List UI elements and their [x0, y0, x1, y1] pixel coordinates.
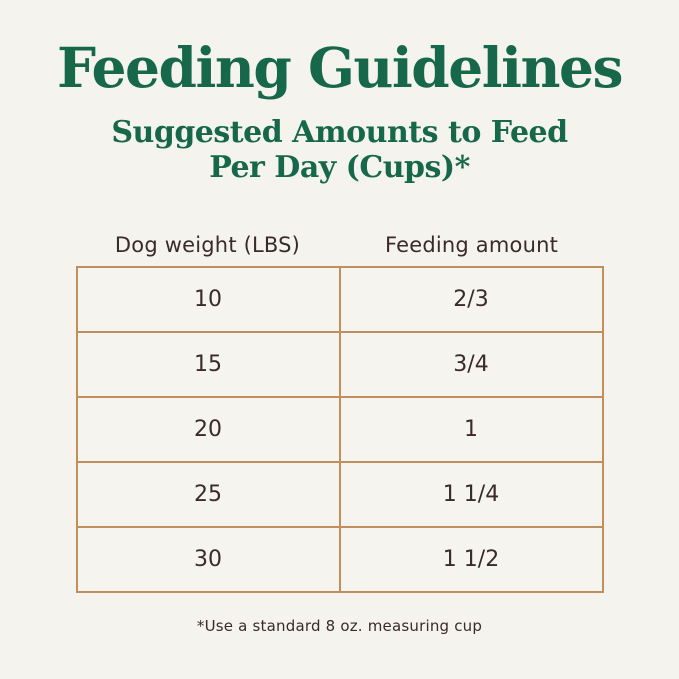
footnote: *Use a standard 8 oz. measuring cup [196, 617, 483, 636]
amount-cell: 1 [338, 396, 604, 464]
weight-cell: 30 [75, 526, 341, 594]
page-subtitle: Suggested Amounts to Feed Per Day (Cups)* [0, 115, 679, 186]
feeding-table: 10 2/3 15 3/4 20 1 25 1 1/4 30 1 1/2 [75, 266, 604, 594]
subtitle-line-1: Suggested Amounts to Feed [111, 114, 568, 150]
weight-cell: 25 [75, 461, 341, 529]
weight-cell: 15 [75, 331, 341, 399]
page-title: Feeding Guidelines [56, 35, 624, 100]
table-row: 25 1 1/4 [75, 461, 604, 529]
table-row: 30 1 1/2 [75, 526, 604, 594]
amount-cell: 3/4 [338, 331, 604, 399]
amount-cell: 2/3 [338, 266, 604, 334]
table-row: 15 3/4 [75, 331, 604, 399]
amount-cell: 1 1/2 [338, 526, 604, 594]
amount-cell: 1 1/4 [338, 461, 604, 529]
table-row: 20 1 [75, 396, 604, 464]
column-header-dog-weight: Dog weight (LBS) [114, 233, 301, 258]
subtitle-line-2: Per Day (Cups)* [209, 149, 470, 185]
weight-cell: 10 [75, 266, 341, 334]
feeding-table-area: Dog weight (LBS) Feeding amount 10 2/3 1… [75, 233, 604, 594]
weight-cell: 20 [75, 396, 341, 464]
table-header-row: Dog weight (LBS) Feeding amount [76, 233, 604, 257]
column-header-feeding-amount: Feeding amount [384, 233, 559, 258]
table-row: 10 2/3 [75, 266, 604, 334]
